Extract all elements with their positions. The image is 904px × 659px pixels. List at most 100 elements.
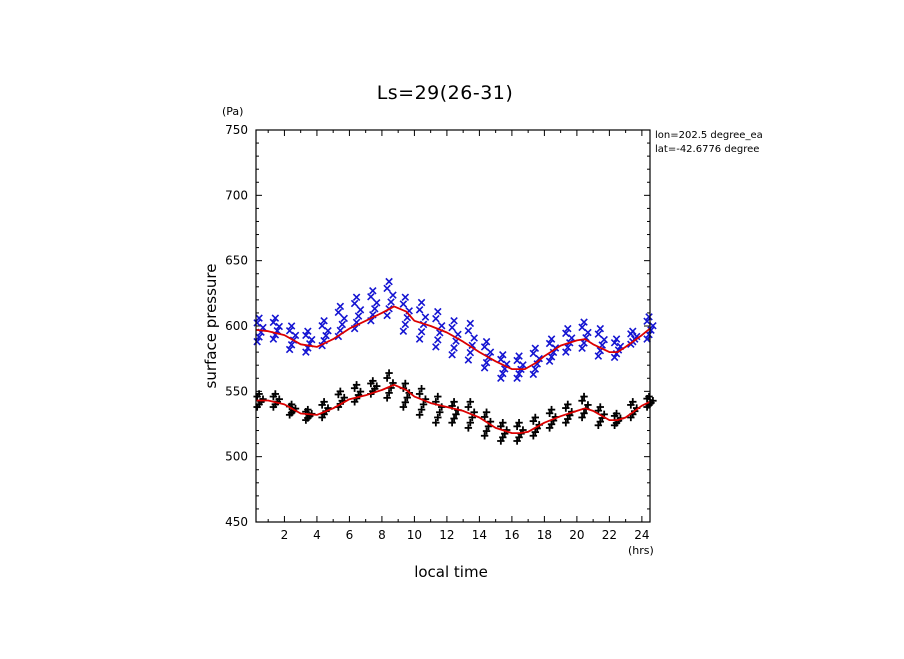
- data-point-x: [302, 331, 310, 340]
- data-point-x: [513, 356, 521, 365]
- data-point-x: [612, 335, 621, 343]
- x-tick-label: 6: [346, 528, 354, 542]
- data-point-x: [269, 335, 278, 343]
- data-point-x: [529, 370, 538, 379]
- data-point-x: [464, 326, 473, 335]
- data-point-x: [352, 293, 361, 302]
- data-point-x: [450, 344, 458, 352]
- data-point-x: [596, 324, 605, 333]
- x-tick-label: 14: [472, 528, 487, 542]
- data-point-x: [497, 355, 505, 364]
- data-point-x: [338, 320, 347, 329]
- data-point-x: [350, 299, 359, 308]
- data-point-x: [350, 324, 359, 333]
- data-point-x: [545, 357, 554, 366]
- data-point-x: [253, 337, 261, 346]
- data-point-x: [255, 314, 263, 322]
- longitude-annotation: lon=202.5 degree_ea: [655, 130, 763, 141]
- data-point-x: [324, 326, 332, 335]
- data-point-x: [432, 343, 440, 351]
- data-point-x: [466, 319, 475, 328]
- data-point-x: [470, 334, 478, 342]
- data-point-x: [616, 342, 625, 351]
- data-point-x: [513, 374, 521, 383]
- data-point-x: [448, 323, 456, 332]
- y-tick-label: 700: [225, 188, 248, 202]
- data-point-x: [480, 364, 489, 372]
- data-point-x: [287, 341, 296, 349]
- data-point-x: [415, 335, 424, 343]
- data-point-x: [482, 358, 491, 367]
- data-point-x: [643, 335, 651, 343]
- data-point-x: [302, 348, 310, 356]
- plot-frame: [255, 129, 651, 523]
- x-tick-label: 24: [634, 528, 649, 542]
- data-point-x: [564, 343, 572, 352]
- x-tick-label: 20: [569, 528, 584, 542]
- x-tick-label: 8: [378, 528, 386, 542]
- data-point-x: [340, 314, 348, 323]
- data-point-x: [334, 308, 343, 317]
- data-point-x: [434, 336, 442, 344]
- data-point-x: [354, 312, 363, 320]
- x-tick-label: 12: [439, 528, 454, 542]
- y-unit-label: (Pa): [222, 105, 243, 118]
- data-point-x: [515, 352, 523, 360]
- data-point-x: [285, 326, 294, 335]
- data-point-x: [529, 349, 538, 358]
- data-point-x: [352, 318, 361, 327]
- data-point-x: [645, 313, 653, 321]
- data-point-x: [564, 324, 572, 333]
- data-point-x: [647, 326, 655, 334]
- data-point-x: [387, 298, 395, 306]
- data-point-x: [432, 314, 440, 323]
- data-point-x: [399, 327, 408, 335]
- x-tick-label: 18: [537, 528, 552, 542]
- data-point-x: [610, 338, 619, 347]
- x-axis-title: local time: [414, 563, 488, 581]
- data-point-x: [480, 343, 489, 351]
- data-point-x: [547, 353, 556, 361]
- data-point-x: [549, 348, 558, 357]
- data-point-x: [434, 307, 442, 316]
- data-point-x: [531, 365, 540, 373]
- y-tick-label: 600: [225, 319, 248, 333]
- data-point-x: [584, 328, 592, 337]
- data-point-x: [499, 369, 507, 378]
- fit-line: [255, 305, 651, 371]
- data-point-x: [533, 360, 542, 368]
- data-point-x: [369, 310, 377, 319]
- data-point-x: [271, 314, 280, 322]
- data-point-x: [336, 326, 345, 335]
- data-point-x: [371, 304, 379, 313]
- y-tick-label: 550: [225, 384, 248, 398]
- data-point-x: [632, 332, 641, 341]
- y-tick-label: 650: [225, 254, 248, 268]
- data-point-x: [320, 317, 328, 325]
- data-point-x: [610, 353, 619, 362]
- data-point-x: [499, 350, 507, 359]
- data-point-x: [464, 356, 473, 364]
- data-point-x: [285, 345, 294, 354]
- data-point-x: [291, 331, 300, 340]
- data-point-x: [649, 321, 657, 330]
- data-point-x: [318, 321, 326, 330]
- data-point-x: [454, 330, 462, 339]
- x-unit-label: (hrs): [628, 544, 654, 557]
- data-point-x: [320, 336, 328, 345]
- data-point-x: [253, 319, 261, 327]
- data-point-x: [255, 333, 263, 341]
- data-point-x: [372, 298, 381, 307]
- x-tick-label: 10: [407, 528, 422, 542]
- data-point-x: [578, 344, 586, 352]
- data-point-x: [389, 291, 397, 299]
- x-tick-label: 16: [504, 528, 519, 542]
- data-point-x: [367, 292, 375, 301]
- data-point-x: [578, 323, 586, 332]
- chart-title: Ls=29(26-31): [377, 82, 514, 104]
- data-point-x: [417, 298, 426, 307]
- data-point-x: [497, 374, 505, 383]
- data-point-x: [369, 286, 377, 295]
